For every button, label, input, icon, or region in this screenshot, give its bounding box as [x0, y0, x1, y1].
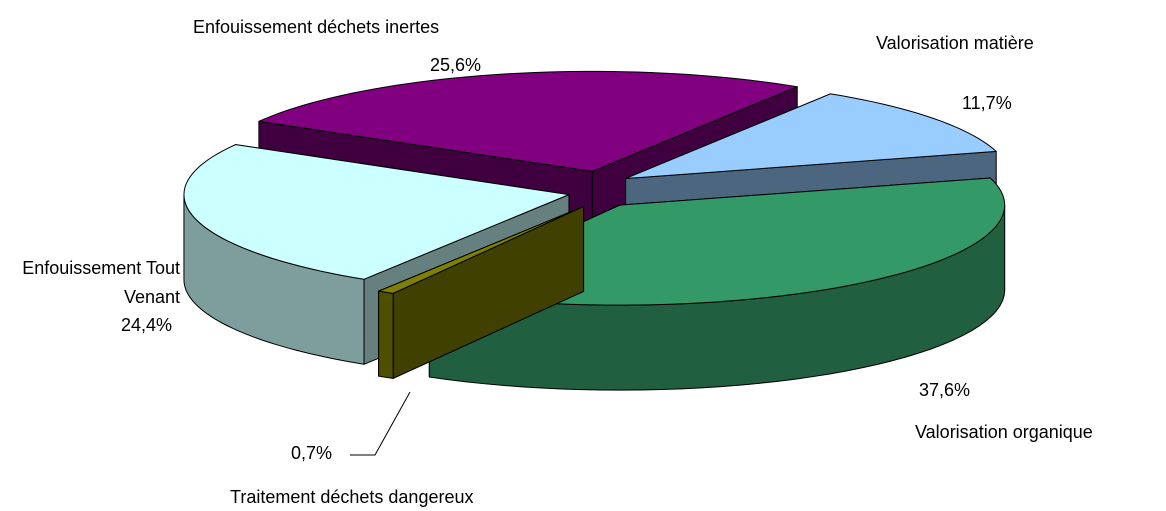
category-label: Enfouissement déchets inertes: [193, 17, 440, 37]
value-label: 11,7%: [962, 93, 1012, 113]
category-label: Valorisation organique: [915, 422, 1093, 442]
category-label: Enfouissement Tout Venant: [22, 258, 180, 307]
value-label: 37,6%: [919, 380, 971, 400]
value-label: 25,6%: [430, 55, 482, 75]
leader-line: [350, 391, 411, 456]
slice-top: [183, 144, 570, 280]
slice-outer-wall: [378, 290, 394, 379]
category-label: Traitement déchets dangereux: [230, 487, 474, 507]
slice-top: [378, 205, 585, 294]
pie-slice: [378, 205, 585, 379]
value-label: 0,7%: [291, 443, 333, 463]
value-label: 24,4%: [121, 315, 173, 335]
slice-top: [258, 70, 798, 172]
category-label: Valorisation matière: [876, 33, 1034, 53]
slice-top: [625, 93, 997, 180]
